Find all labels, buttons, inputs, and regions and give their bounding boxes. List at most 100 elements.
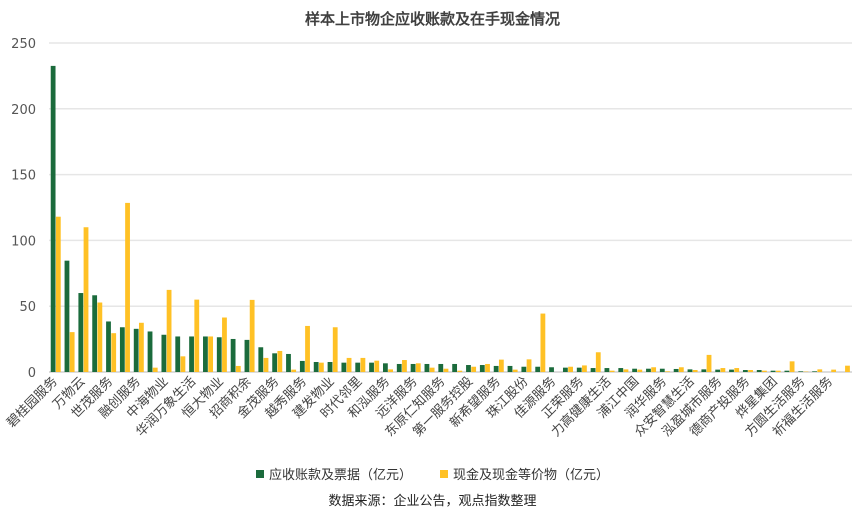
bar-receivables: [244, 339, 250, 372]
bar-receivables: [106, 321, 111, 372]
legend-item-cash: 现金及现金等价物（亿元）: [440, 464, 609, 483]
bar-receivables: [396, 363, 402, 372]
bar-cash: [69, 332, 75, 372]
bar-receivables: [770, 370, 776, 372]
bar-receivables: [452, 363, 458, 372]
bar-cash: [208, 336, 214, 372]
bar-cash: [692, 370, 698, 372]
bar-cash: [194, 299, 200, 372]
legend-label-cash: 现金及现金等价物（亿元）: [453, 468, 610, 483]
legend-swatch-receivables: [255, 469, 264, 478]
bar-cash: [318, 362, 324, 372]
bar-receivables: [286, 353, 291, 372]
bar-cash: [429, 367, 435, 372]
bar-receivables: [798, 371, 804, 372]
bar-receivables: [659, 368, 665, 372]
bar-receivables: [313, 361, 319, 372]
bar-receivables: [424, 363, 430, 372]
bar-cash: [485, 363, 490, 372]
bar-cash: [540, 313, 546, 372]
bar-cash: [762, 370, 767, 372]
bar-cash: [498, 359, 504, 372]
bar-receivables: [78, 293, 84, 372]
bar-cash: [83, 227, 89, 372]
bar-receivables: [646, 368, 651, 372]
bar-receivables: [715, 369, 721, 372]
bar-cash: [180, 356, 186, 372]
y-tick-label: 200: [11, 103, 36, 118]
bar-cash: [651, 367, 657, 372]
bar-cash: [402, 360, 407, 372]
bar-cash: [775, 370, 781, 372]
bar-receivables: [812, 371, 817, 372]
bar-cash: [152, 367, 158, 372]
bar-receivables: [632, 368, 638, 372]
bar-receivables: [479, 365, 485, 372]
bar-cash: [388, 369, 393, 372]
bar-cash: [734, 368, 740, 372]
bar-cash: [97, 302, 103, 372]
bar-cash: [748, 370, 753, 372]
bar-cash: [55, 216, 61, 372]
bar-receivables: [119, 327, 125, 372]
bar-cash: [568, 366, 573, 372]
bar-cash: [845, 365, 850, 372]
bar-receivables: [64, 260, 70, 372]
bar-receivables: [258, 347, 264, 372]
bar-receivables: [590, 368, 596, 372]
bar-receivables: [729, 369, 734, 372]
bar-receivables: [92, 295, 98, 372]
bar-cash: [222, 317, 227, 372]
bar-cash: [235, 365, 241, 372]
bar-receivables: [742, 370, 748, 372]
bar-receivables: [784, 370, 790, 372]
bar-cash: [595, 352, 601, 372]
bar-cash: [789, 361, 795, 372]
bar-receivables: [438, 363, 444, 372]
bar-receivables: [161, 334, 167, 372]
bar-cash: [415, 363, 421, 372]
bar-receivables: [341, 362, 347, 372]
bar-cash: [111, 333, 117, 372]
bar-cash: [332, 327, 338, 372]
bar-receivables: [216, 337, 222, 372]
bar-receivables: [493, 365, 499, 372]
bar-cash: [138, 322, 144, 372]
bar-cash: [263, 357, 269, 372]
bar-receivables: [230, 338, 236, 372]
bar-receivables: [382, 363, 388, 372]
bar-receivables: [673, 368, 679, 372]
y-tick-label: 250: [11, 37, 36, 52]
bar-cash: [360, 357, 366, 372]
bar-receivables: [756, 370, 762, 372]
bar-receivables: [466, 365, 471, 372]
bar-cash: [720, 368, 726, 372]
bar-receivables: [147, 331, 153, 372]
bar-receivables: [272, 353, 278, 372]
legend: 应收账款及票据（亿元） 现金及现金等价物（亿元）: [0, 464, 865, 483]
bar-receivables: [618, 368, 624, 372]
bar-cash: [665, 371, 670, 372]
bar-receivables: [410, 363, 416, 372]
bar-cash: [166, 289, 172, 372]
bar-receivables: [701, 369, 707, 372]
bar-cash: [277, 350, 283, 372]
bar-cash: [512, 369, 518, 372]
y-tick-label: 0: [28, 366, 36, 381]
y-tick-label: 150: [11, 169, 36, 184]
bar-receivables: [549, 367, 554, 372]
bar-receivables: [50, 65, 56, 372]
bar-receivables: [133, 328, 139, 372]
bar-receivables: [507, 365, 513, 372]
bar-cash: [471, 366, 477, 372]
bar-cash: [706, 354, 712, 372]
legend-label-receivables: 应收账款及票据（亿元）: [268, 468, 412, 483]
bar-cash: [582, 365, 587, 372]
bar-cash: [374, 360, 380, 372]
legend-item-receivables: 应收账款及票据（亿元）: [255, 464, 412, 483]
bar-receivables: [189, 336, 194, 372]
bar-receivables: [535, 366, 541, 372]
bar-cash: [125, 202, 130, 372]
bar-receivables: [369, 362, 374, 372]
